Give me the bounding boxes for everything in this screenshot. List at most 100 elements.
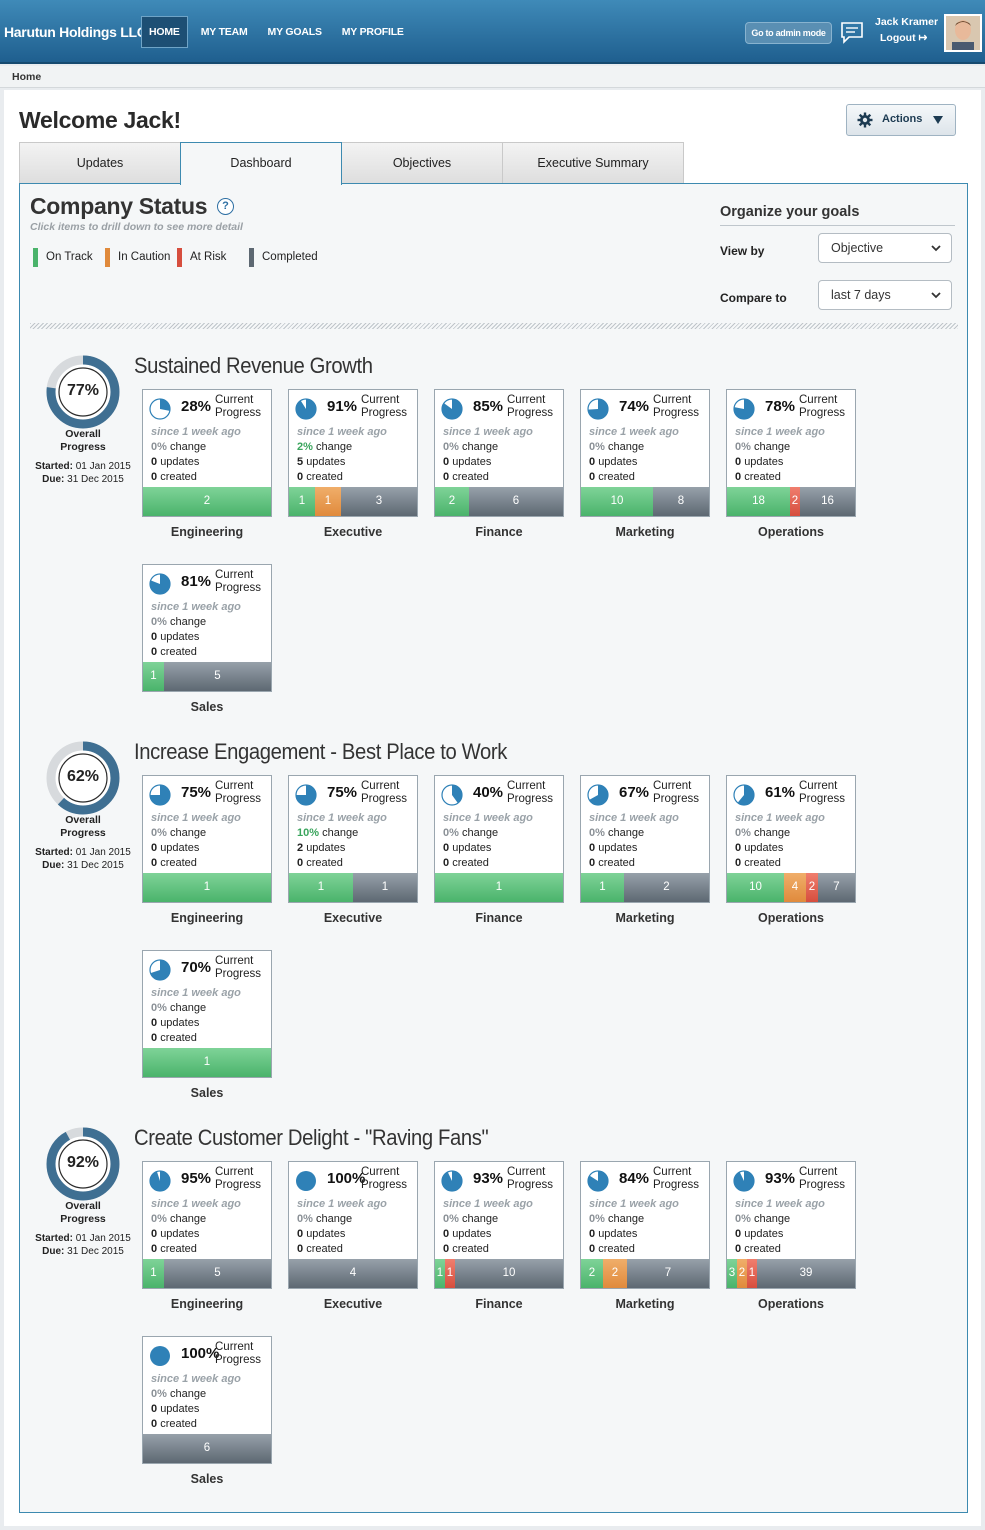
department-card[interactable]: 100% Current Progress since 1 week ago 0%…: [142, 1336, 272, 1464]
department-card[interactable]: 75% Current Progress since 1 week ago 0% …: [142, 775, 272, 903]
department-name[interactable]: Sales: [190, 1472, 224, 1486]
logout-link[interactable]: Logout ↦: [880, 32, 927, 44]
status-bar[interactable]: 2: [143, 487, 271, 516]
overall-progress-donut[interactable]: [46, 741, 120, 815]
department-name[interactable]: Engineering: [170, 525, 244, 539]
status-bar-segment[interactable]: 7: [627, 1259, 709, 1288]
status-bar-segment[interactable]: 5: [164, 1259, 271, 1288]
status-bar-segment[interactable]: 2: [603, 1259, 627, 1288]
department-name[interactable]: Operations: [758, 911, 824, 925]
status-bar-segment[interactable]: 6: [143, 1434, 271, 1463]
status-bar-segment[interactable]: 2: [790, 487, 800, 516]
department-name[interactable]: Operations: [758, 1297, 824, 1311]
department-name[interactable]: Marketing: [615, 525, 675, 539]
status-bar-segment[interactable]: 18: [727, 487, 790, 516]
nav-my-team[interactable]: MY TEAM: [200, 26, 248, 38]
status-bar-segment[interactable]: 1: [435, 873, 563, 902]
status-bar-segment[interactable]: 3: [341, 487, 417, 516]
status-bar-segment[interactable]: 1: [143, 662, 164, 691]
view-by-select[interactable]: Objective: [818, 233, 952, 263]
status-bar-segment[interactable]: 1: [435, 1259, 445, 1288]
status-bar[interactable]: 1 1 10: [435, 1259, 563, 1288]
objective-title[interactable]: Increase Engagement - Best Place to Work: [134, 739, 508, 764]
actions-button[interactable]: Actions: [846, 104, 956, 136]
overall-progress-donut[interactable]: [46, 355, 120, 429]
brand-name[interactable]: Harutun Holdings LLC: [4, 24, 147, 40]
department-name[interactable]: Marketing: [615, 1297, 675, 1311]
department-card[interactable]: 85% Current Progress since 1 week ago 0% …: [434, 389, 564, 517]
department-name[interactable]: Sales: [190, 1086, 224, 1100]
department-card[interactable]: 95% Current Progress since 1 week ago 0% …: [142, 1161, 272, 1289]
status-bar-segment[interactable]: 6: [469, 487, 563, 516]
department-card[interactable]: 28% Current Progress since 1 week ago 0% …: [142, 389, 272, 517]
department-name[interactable]: Executive: [323, 525, 383, 539]
status-bar-segment[interactable]: 1: [143, 1048, 271, 1077]
status-bar-segment[interactable]: 1: [289, 873, 353, 902]
nav-my-goals[interactable]: MY GOALS: [267, 26, 322, 38]
status-bar-segment[interactable]: 1: [289, 487, 315, 516]
department-card[interactable]: 84% Current Progress since 1 week ago 0% …: [580, 1161, 710, 1289]
objective-title[interactable]: Create Customer Delight - "Raving Fans": [134, 1125, 489, 1150]
department-name[interactable]: Sales: [190, 700, 224, 714]
objective-title[interactable]: Sustained Revenue Growth: [134, 353, 373, 378]
department-name[interactable]: Operations: [758, 525, 824, 539]
department-name[interactable]: Executive: [323, 1297, 383, 1311]
status-bar-segment[interactable]: 1: [143, 873, 271, 902]
status-bar[interactable]: 6: [143, 1434, 271, 1463]
status-bar-segment[interactable]: 16: [800, 487, 855, 516]
department-card[interactable]: 74% Current Progress since 1 week ago 0% …: [580, 389, 710, 517]
status-bar-segment[interactable]: 2: [581, 1259, 603, 1288]
status-bar-segment[interactable]: 2: [624, 873, 709, 902]
admin-mode-button[interactable]: Go to admin mode: [745, 22, 832, 44]
status-bar-segment[interactable]: 2: [737, 1259, 747, 1288]
status-bar-segment[interactable]: 2: [806, 873, 818, 902]
department-card[interactable]: 75% Current Progress since 1 week ago 10%…: [288, 775, 418, 903]
compare-to-select[interactable]: last 7 days: [818, 280, 952, 310]
status-bar[interactable]: 1: [143, 873, 271, 902]
department-card[interactable]: 93% Current Progress since 1 week ago 0% …: [726, 1161, 856, 1289]
tab-dashboard[interactable]: Dashboard: [180, 142, 342, 185]
status-bar-segment[interactable]: 4: [289, 1259, 417, 1288]
department-card[interactable]: 67% Current Progress since 1 week ago 0% …: [580, 775, 710, 903]
status-bar-segment[interactable]: 8: [653, 487, 709, 516]
department-card[interactable]: 81% Current Progress since 1 week ago 0% …: [142, 564, 272, 692]
breadcrumb-home[interactable]: Home: [12, 71, 42, 83]
overall-progress-donut[interactable]: [46, 1127, 120, 1201]
status-bar-segment[interactable]: 10: [581, 487, 653, 516]
department-card[interactable]: 100% Current Progress since 1 week ago 0%…: [288, 1161, 418, 1289]
status-bar-segment[interactable]: 39: [757, 1259, 855, 1288]
status-bar-segment[interactable]: 2: [435, 487, 469, 516]
message-icon[interactable]: [840, 20, 864, 44]
department-card[interactable]: 70% Current Progress since 1 week ago 0% …: [142, 950, 272, 1078]
status-bar-segment[interactable]: 7: [818, 873, 855, 902]
status-bar[interactable]: 1: [435, 873, 563, 902]
department-name[interactable]: Marketing: [615, 911, 675, 925]
status-bar-segment[interactable]: 5: [164, 662, 271, 691]
status-bar[interactable]: 10 4 2 7: [727, 873, 855, 902]
avatar[interactable]: [944, 14, 982, 52]
nav-home[interactable]: HOME: [141, 16, 188, 48]
tab-objectives[interactable]: Objectives: [341, 142, 503, 184]
department-name[interactable]: Engineering: [170, 1297, 244, 1311]
status-bar-segment[interactable]: 10: [727, 873, 784, 902]
status-bar-segment[interactable]: 1: [315, 487, 341, 516]
status-bar-segment[interactable]: 3: [727, 1259, 737, 1288]
status-bar-segment[interactable]: 1: [143, 1259, 164, 1288]
department-name[interactable]: Finance: [475, 1297, 523, 1311]
status-bar-segment[interactable]: 4: [784, 873, 806, 902]
department-card[interactable]: 91% Current Progress since 1 week ago 2% …: [288, 389, 418, 517]
tab-executive-summary[interactable]: Executive Summary: [502, 142, 684, 184]
status-bar-segment[interactable]: 1: [353, 873, 417, 902]
status-bar[interactable]: 1: [143, 1048, 271, 1077]
status-bar-segment[interactable]: 10: [455, 1259, 563, 1288]
department-card[interactable]: 40% Current Progress since 1 week ago 0% …: [434, 775, 564, 903]
tab-updates[interactable]: Updates: [19, 142, 181, 184]
status-bar[interactable]: 3 2 1 39: [727, 1259, 855, 1288]
